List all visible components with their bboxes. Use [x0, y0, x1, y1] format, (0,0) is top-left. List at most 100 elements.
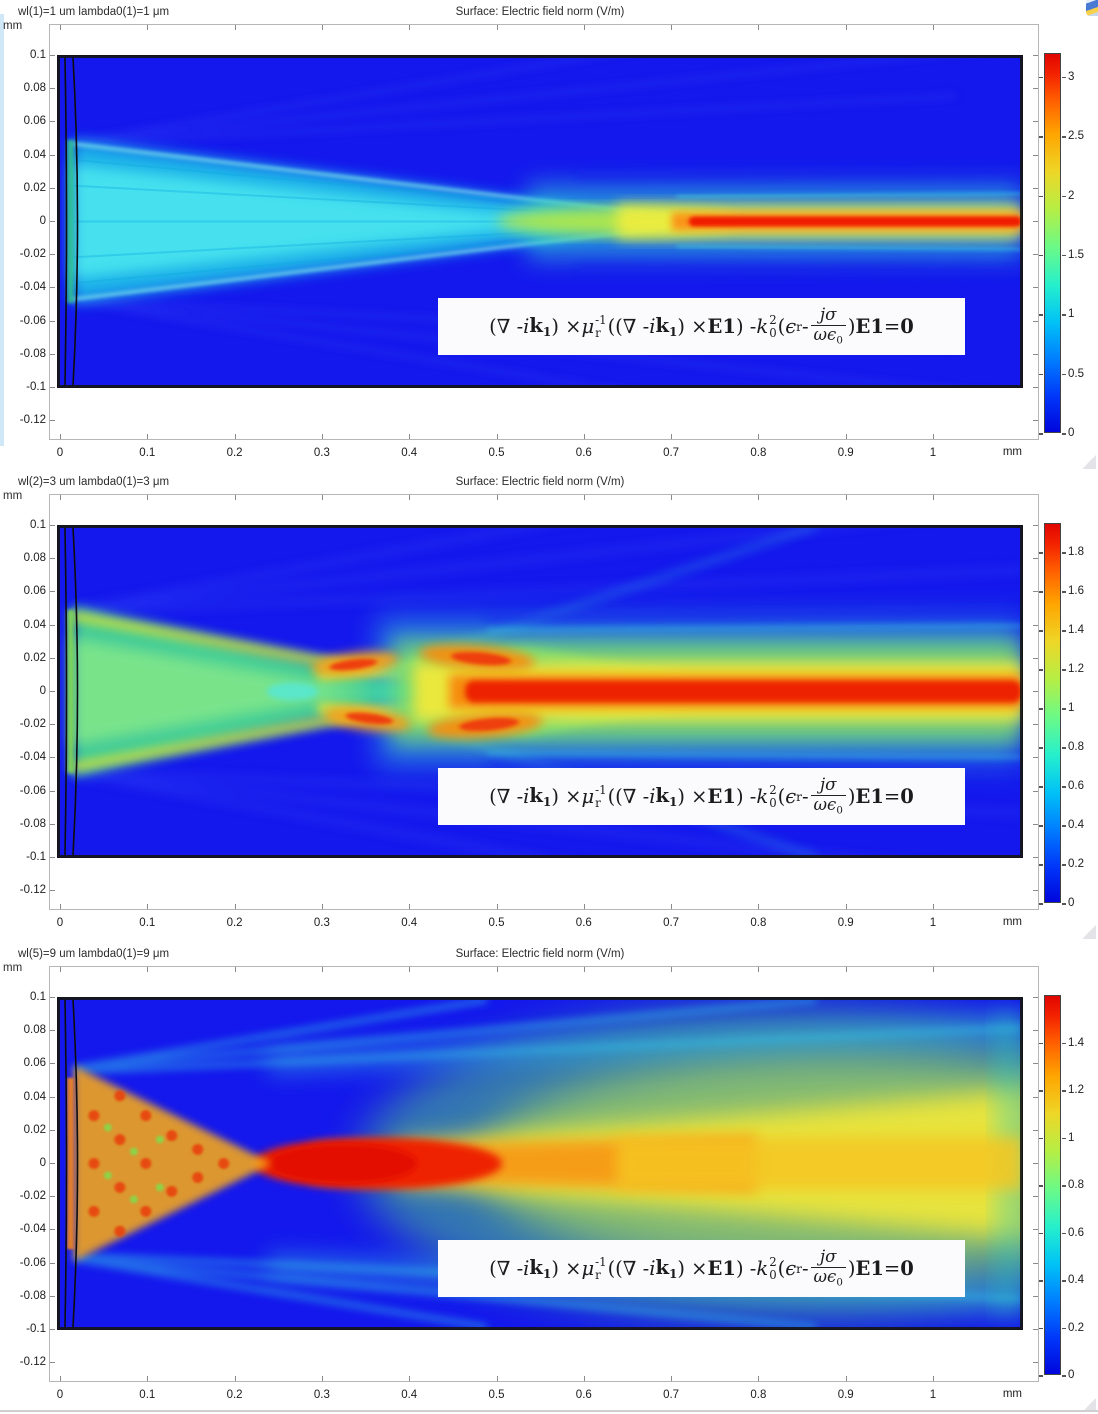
y-tick-mark: [50, 121, 55, 123]
y-tick-mark: [1033, 790, 1038, 792]
colorbar-tick-label: 1.6: [1068, 585, 1084, 598]
colorbar-tick-label: 1.4: [1068, 1036, 1084, 1049]
y-tick-mark: [1033, 1129, 1038, 1131]
y-tick-label: -0.06: [19, 784, 46, 797]
colorbar-tick-mark: [1062, 1280, 1066, 1282]
x-tick-label: 0.1: [139, 447, 156, 459]
y-tick-mark: [50, 154, 55, 156]
colorbar-tick-mark: [1062, 708, 1066, 710]
x-tick-mark: [321, 904, 323, 909]
x-tick-label: 0.8: [750, 917, 767, 929]
colorbar-tick-mark: [1062, 747, 1066, 749]
x-tick-mark: [583, 495, 585, 500]
x-tick-mark: [409, 904, 411, 909]
y-tick-mark: [50, 1129, 55, 1131]
colorbar-tick-label: 2.5: [1068, 130, 1084, 143]
x-tick-mark: [147, 25, 149, 30]
x-tick-label: 0.4: [401, 447, 418, 459]
lens-aperture-field: [66, 139, 74, 304]
x-tick-mark: [758, 434, 760, 439]
x-tick-mark: [409, 495, 411, 500]
x-tick-mark: [321, 495, 323, 500]
y-axis-unit-label: mm: [3, 962, 23, 974]
x-tick-mark: [496, 434, 498, 439]
plot-surface-title: Surface: Electric field norm (V/m): [455, 948, 625, 960]
toolbar-icon-fragment[interactable]: [1086, 0, 1098, 16]
colorbar-tick-label: 1: [1068, 308, 1075, 321]
y-tick-mark: [50, 558, 55, 560]
y-tick-mark: [50, 1329, 55, 1330]
colorbar: [1044, 523, 1061, 903]
colorbar-tick-mark: [1039, 825, 1043, 827]
y-tick-mark: [50, 757, 55, 759]
x-tick-mark: [758, 1376, 760, 1381]
y-tick-mark: [50, 657, 55, 659]
equation-overlay: (∇ - i k1) × μ -1 r ((∇ - i k1) × E1) - k 2 0(ϵ…: [438, 768, 965, 825]
colorbar-tick-label: 2: [1068, 189, 1075, 202]
colorbar-tick-mark: [1062, 1137, 1066, 1139]
y-tick-mark: [50, 890, 55, 892]
y-tick-label: 0.04: [23, 148, 46, 161]
x-tick-mark: [147, 1376, 149, 1381]
x-tick-mark: [321, 1376, 323, 1381]
y-tick-label: -0.08: [19, 1289, 46, 1302]
x-tick-mark: [758, 904, 760, 909]
equation-overlay: (∇ - i k1) × μ -1 r ((∇ - i k1) × E1) - k 2 0(ϵ…: [438, 1240, 965, 1297]
y-tick-label: 0.04: [23, 1090, 46, 1103]
y-tick-mark: [50, 790, 55, 792]
y-tick-mark: [1033, 121, 1038, 123]
colorbar-tick-label: 1.2: [1068, 1084, 1084, 1096]
y-tick-mark: [1033, 724, 1038, 726]
y-tick-mark: [50, 353, 55, 355]
x-tick-label: 0.4: [401, 1389, 418, 1401]
y-tick-mark: [1033, 1295, 1038, 1297]
plot-parameter-title: wl(1)=1 um lambda0(1)=1 μm: [18, 6, 170, 18]
colorbar-tick-label: 1.4: [1068, 624, 1084, 637]
y-tick-mark: [50, 187, 55, 189]
x-tick-mark: [933, 904, 934, 909]
y-tick-mark: [1033, 154, 1038, 156]
x-tick-mark: [409, 1376, 411, 1381]
colorbar-tick-mark: [1039, 1232, 1043, 1234]
colorbar-tick-label: 1.2: [1068, 663, 1084, 676]
colorbar-tick-label: 3: [1068, 70, 1075, 83]
y-tick-mark: [1033, 525, 1038, 526]
x-tick-mark: [496, 904, 498, 909]
y-tick-label: 0.06: [23, 1057, 46, 1070]
y-tick-label: -0.12: [19, 884, 46, 897]
x-tick-mark: [234, 1376, 236, 1381]
y-tick-mark: [1033, 387, 1038, 388]
colorbar-tick-mark: [1062, 1185, 1066, 1187]
y-tick-mark: [50, 691, 55, 692]
y-tick-mark: [1033, 1362, 1038, 1364]
lens-outline: [64, 56, 79, 387]
x-tick-label: 0.3: [313, 917, 330, 929]
colorbar-tick-mark: [1062, 903, 1066, 905]
x-tick-label: 0.5: [488, 917, 505, 929]
y-tick-mark: [50, 1163, 55, 1164]
y-tick-mark: [50, 857, 55, 858]
y-tick-label: -0.02: [19, 1190, 46, 1203]
y-tick-mark: [50, 1362, 55, 1364]
y-tick-mark: [1033, 757, 1038, 759]
x-tick-mark: [409, 434, 411, 439]
y-tick-mark: [1033, 287, 1038, 289]
x-tick-mark: [758, 967, 760, 972]
y-tick-label: 0.02: [23, 1123, 46, 1136]
x-tick-mark: [496, 967, 498, 972]
y-tick-mark: [1033, 1262, 1038, 1264]
axes-frame: [49, 494, 1039, 910]
colorbar-tick-label: 0.8: [1068, 1179, 1084, 1191]
y-tick-mark: [1033, 1063, 1038, 1065]
colorbar-tick-mark: [1062, 669, 1066, 671]
colorbar-tick-mark: [1039, 1280, 1043, 1282]
colorbar-tick-mark: [1039, 669, 1043, 671]
colorbar-tick-mark: [1062, 1090, 1066, 1092]
x-tick-mark: [583, 434, 585, 439]
y-tick-label: 0: [39, 685, 46, 697]
colorbar-tick-mark: [1039, 903, 1043, 905]
colorbar-tick-label: 1: [1068, 702, 1075, 715]
colorbar-tick-mark: [1039, 1375, 1043, 1377]
x-tick-mark: [845, 967, 847, 972]
x-tick-mark: [496, 25, 498, 30]
